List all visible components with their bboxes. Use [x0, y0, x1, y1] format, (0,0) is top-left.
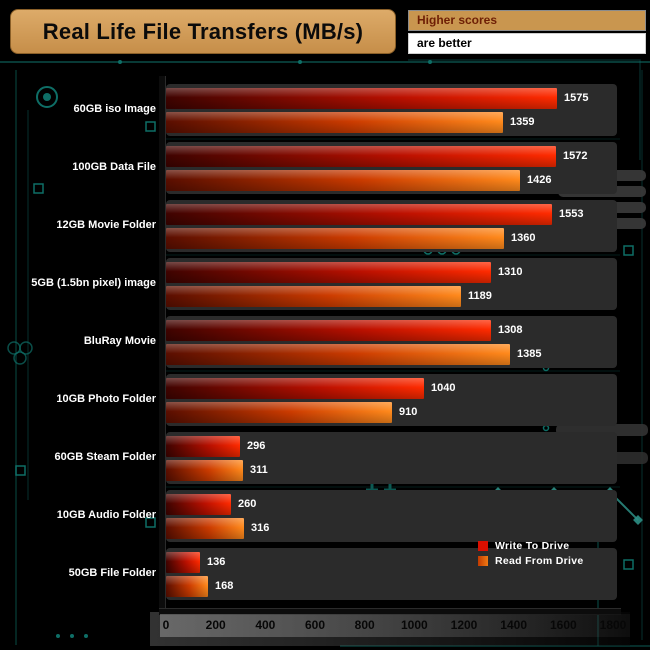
category-label: BluRay Movie: [83, 335, 156, 347]
category-label: 60GB iso Image: [73, 103, 156, 115]
read-value: 1426: [527, 174, 552, 186]
write-bar: [166, 378, 424, 399]
write-value: 1040: [431, 382, 456, 394]
read-bar: [166, 576, 208, 597]
x-tick-label: 800: [354, 618, 375, 632]
x-tick-label: 1800: [599, 618, 627, 632]
chart-title-box: Real Life File Transfers (MB/s): [10, 9, 396, 54]
x-tick-label: 1000: [400, 618, 428, 632]
read-value: 1189: [468, 290, 492, 302]
read-value: 1359: [510, 116, 535, 128]
x-tick-label: 600: [304, 618, 326, 632]
write-bar: [166, 320, 491, 341]
write-value: 1553: [559, 208, 584, 220]
read-bar: [166, 170, 520, 191]
read-bar: [166, 402, 392, 423]
read-bar: [166, 344, 510, 365]
y-axis-line: [159, 76, 166, 615]
read-value: 910: [399, 406, 418, 418]
write-value: 1572: [563, 150, 588, 162]
category-label: 50GB File Folder: [68, 567, 156, 579]
write-value: 1310: [498, 266, 523, 278]
write-bar: [166, 204, 552, 225]
category-label: 12GB Movie Folder: [56, 219, 156, 231]
write-bar: [166, 88, 557, 109]
write-value: 296: [247, 440, 266, 452]
legend-item-read: Read From Drive: [478, 553, 584, 568]
write-value: 260: [238, 498, 257, 510]
legend-label-write: Write To Drive: [495, 539, 570, 552]
read-bar: [166, 286, 461, 307]
write-value: 136: [207, 556, 226, 568]
write-bar: [166, 436, 240, 457]
write-bar: [166, 146, 556, 167]
x-tick-label: 1200: [450, 618, 478, 632]
read-bar: [166, 460, 243, 481]
category-label: 100GB Data File: [72, 161, 156, 173]
read-value: 316: [251, 522, 270, 534]
category-label: 10GB Photo Folder: [56, 393, 156, 405]
x-axis-line: [159, 608, 621, 615]
x-tick-label: 400: [255, 618, 276, 632]
x-tick-label: 1400: [500, 618, 527, 632]
x-tick-label: 1600: [549, 618, 577, 632]
chart-title: Real Life File Transfers (MB/s): [42, 18, 364, 44]
read-value: 1360: [511, 232, 536, 244]
read-swatch-icon: [478, 555, 488, 566]
x-tick-label: 200: [205, 618, 226, 632]
x-tick-label: 0: [162, 618, 170, 632]
note-are-better: are better: [408, 33, 646, 54]
write-swatch-icon: [478, 540, 488, 551]
write-bar: [166, 552, 200, 573]
legend-item-write: Write To Drive: [478, 538, 584, 553]
x-axis-strip: [160, 614, 630, 637]
read-bar: [166, 228, 504, 249]
category-label: 5GB (1.5bn pixel) image: [31, 277, 156, 289]
write-bar: [166, 262, 491, 283]
read-value: 1385: [517, 348, 542, 360]
write-bar: [166, 494, 231, 515]
read-value: 168: [215, 580, 234, 592]
read-value: 311: [250, 464, 268, 476]
category-label: 60GB Steam Folder: [54, 451, 156, 463]
category-label: 10GB Audio Folder: [56, 509, 156, 521]
read-bar: [166, 518, 244, 539]
legend: Write To Drive Read From Drive: [478, 538, 584, 568]
note-higher-scores: Higher scores: [408, 10, 646, 31]
row-band: [166, 548, 617, 600]
legend-label-read: Read From Drive: [495, 554, 584, 567]
read-bar: [166, 112, 503, 133]
write-value: 1308: [498, 324, 523, 336]
write-value: 1575: [564, 92, 589, 104]
